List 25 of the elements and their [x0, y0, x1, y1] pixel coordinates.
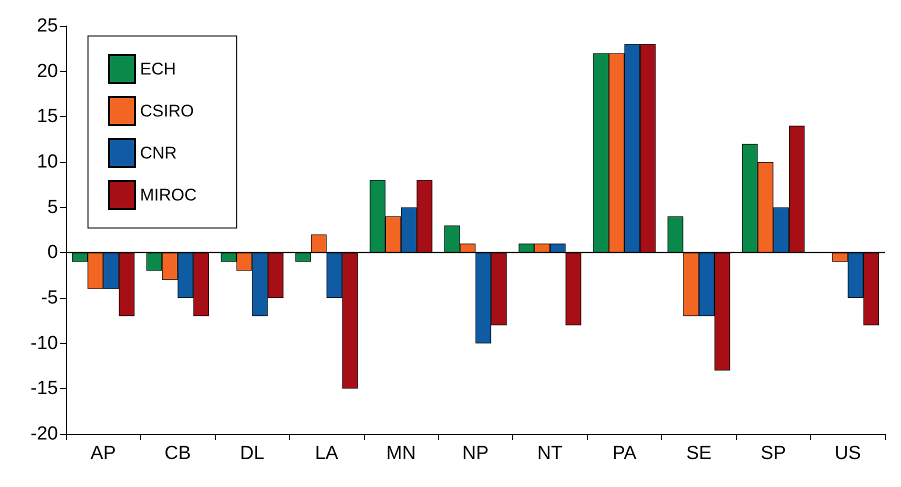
y-tick-label: -15	[30, 378, 58, 400]
x-tick-label: DL	[240, 443, 264, 464]
x-tick-label: PA	[612, 443, 637, 464]
x-tick-label: SE	[686, 443, 712, 464]
legend-label: MIROC	[140, 186, 197, 204]
x-tick-label: US	[834, 443, 861, 464]
x-tick-label: AP	[90, 443, 116, 464]
legend-label: CNR	[140, 144, 177, 162]
y-tick-label: 5	[47, 196, 58, 218]
y-tick-label: 25	[36, 16, 58, 36]
y-tick-label: -5	[41, 288, 58, 308]
y-tick-label: -10	[30, 332, 58, 354]
legend-label: CSIRO	[140, 102, 194, 120]
x-tick-label: NP	[462, 443, 489, 464]
y-tick-label: -20	[30, 424, 58, 444]
y-tick-label: 20	[36, 60, 58, 82]
x-tick-label: CB	[164, 443, 191, 464]
x-tick-label: NT	[537, 443, 564, 464]
legend-label: ECH	[140, 60, 176, 78]
y-tick-label: 0	[47, 242, 58, 264]
x-tick-label: LA	[314, 443, 339, 464]
x-tick-label: MN	[386, 443, 416, 464]
y-tick-label: 15	[36, 106, 58, 128]
x-tick-label: SP	[760, 443, 786, 464]
y-tick-label: 10	[36, 152, 58, 172]
